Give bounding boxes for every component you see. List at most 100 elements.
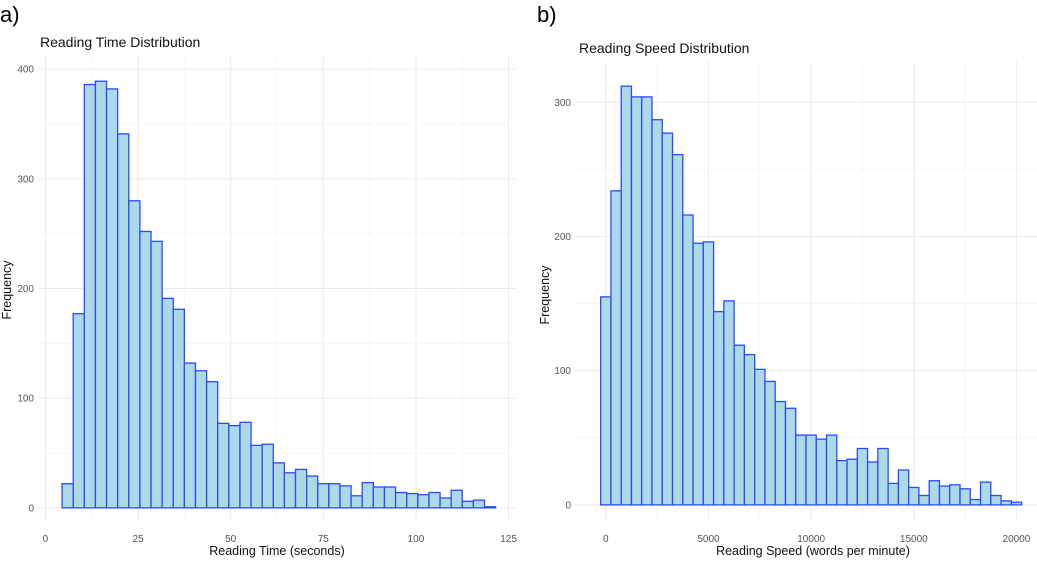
histogram-bar bbox=[795, 434, 807, 506]
histogram-bar bbox=[866, 461, 879, 506]
histogram-bar bbox=[461, 500, 475, 509]
panel-label-a: a) bbox=[0, 2, 20, 27]
histogram-bar bbox=[383, 486, 397, 509]
x-tick-labels: 0 25 50 75 100 125 bbox=[43, 534, 518, 545]
histogram-bar bbox=[836, 459, 848, 506]
chart-title-reading-time: Reading Time Distribution bbox=[40, 34, 200, 50]
histogram-bar bbox=[774, 400, 787, 506]
histogram-bar bbox=[702, 241, 715, 506]
y-tick-label: 300 bbox=[17, 174, 34, 185]
histogram-bar bbox=[150, 240, 163, 509]
histogram-bar bbox=[261, 443, 274, 509]
y-axis-label: Frequency bbox=[0, 260, 14, 320]
histogram-bar bbox=[328, 483, 341, 509]
histogram-bar bbox=[317, 483, 330, 509]
histogram-bar bbox=[897, 469, 910, 506]
histogram-bar bbox=[918, 494, 930, 506]
histogram-bar bbox=[620, 85, 633, 506]
histogram-bar bbox=[959, 488, 971, 506]
histogram-bar bbox=[661, 132, 674, 506]
histogram-bar bbox=[743, 353, 756, 506]
y-tick-label: 100 bbox=[554, 366, 571, 377]
y-tick-label: 200 bbox=[17, 284, 34, 295]
histogram-bar bbox=[784, 407, 797, 506]
histogram-bar bbox=[682, 214, 694, 506]
x-tick-label: 100 bbox=[408, 534, 425, 545]
x-tick-label: 125 bbox=[500, 534, 517, 545]
histogram-bar bbox=[928, 480, 941, 506]
y-tick-label: 0 bbox=[28, 503, 34, 514]
histogram-bar bbox=[815, 438, 828, 506]
histogram-bar bbox=[283, 472, 297, 509]
histogram-bar bbox=[217, 422, 230, 509]
x-tick-label: 20000 bbox=[1003, 534, 1031, 545]
histogram-bar bbox=[228, 424, 241, 509]
panel-reading-speed: b) Reading Speed Distribution 0 5000 10000… bbox=[537, 2, 1037, 558]
histogram-bar bbox=[825, 434, 838, 506]
chart-title-reading-speed: Reading Speed Distribution bbox=[579, 40, 749, 56]
histogram-bar bbox=[294, 468, 308, 509]
histogram-bar bbox=[723, 300, 735, 506]
histogram-bar bbox=[610, 190, 622, 506]
x-tick-label: 25 bbox=[132, 534, 144, 545]
y-axis-label: Frequency bbox=[538, 265, 552, 325]
histogram-bar bbox=[1010, 501, 1023, 506]
histogram-bar bbox=[239, 421, 252, 509]
histogram-bar bbox=[733, 344, 746, 506]
x-tick-label: 15000 bbox=[900, 534, 928, 545]
x-tick-label: 75 bbox=[318, 534, 330, 545]
histogram-bar bbox=[483, 506, 497, 509]
x-tick-label: 50 bbox=[225, 534, 237, 545]
histogram-bar bbox=[183, 362, 197, 509]
histogram-bar bbox=[908, 486, 920, 506]
x-axis-label: Reading Speed (words per minute) bbox=[716, 544, 910, 558]
y-tick-label: 200 bbox=[554, 232, 571, 243]
histogram-bar bbox=[172, 308, 186, 509]
histogram-bar bbox=[361, 481, 374, 509]
histogram-bar bbox=[630, 96, 643, 506]
histogram-bar bbox=[472, 499, 486, 509]
x-axis-label: Reading Time (seconds) bbox=[209, 544, 344, 558]
histogram-bar bbox=[372, 486, 386, 509]
histogram-bar bbox=[877, 447, 889, 506]
histogram-bar bbox=[339, 485, 352, 509]
histogram-bar bbox=[651, 119, 663, 506]
histogram-bar bbox=[139, 230, 152, 509]
histogram-bar bbox=[394, 491, 408, 509]
panel-reading-time: a) Reading Time Distribution 0 25 50 75 100 1… bbox=[0, 2, 517, 558]
histogram-bar bbox=[1000, 500, 1012, 506]
histogram-bar bbox=[805, 434, 817, 506]
histogram-bar bbox=[846, 458, 858, 506]
x-tick-label: 0 bbox=[603, 534, 609, 545]
histogram-bar bbox=[692, 242, 704, 506]
x-tick-label: 5000 bbox=[697, 534, 720, 545]
histogram-bar bbox=[83, 83, 97, 509]
y-tick-labels: 0 100 200 300 bbox=[554, 98, 571, 512]
y-tick-label: 100 bbox=[17, 394, 34, 405]
x-tick-label: 10000 bbox=[797, 534, 825, 545]
y-tick-label: 400 bbox=[17, 65, 34, 76]
histogram-bar bbox=[764, 380, 776, 506]
histogram-bar bbox=[128, 200, 141, 509]
histogram-bar bbox=[194, 370, 208, 509]
histogram-bar bbox=[117, 133, 130, 509]
histogram-bar bbox=[600, 296, 612, 506]
histogram-bar bbox=[417, 494, 430, 509]
histogram-bar bbox=[887, 482, 900, 506]
histogram-bar bbox=[856, 447, 869, 506]
histogram-bar bbox=[406, 492, 419, 509]
histogram-bar bbox=[641, 96, 653, 506]
histogram-bar bbox=[754, 368, 766, 506]
histogram-bar bbox=[61, 483, 74, 509]
histogram-bar bbox=[979, 481, 992, 506]
histogram-bar bbox=[938, 485, 951, 506]
histogram-bar bbox=[712, 310, 725, 506]
x-tick-labels: 0 5000 10000 15000 20000 bbox=[603, 534, 1031, 545]
panel-label-b: b) bbox=[537, 2, 557, 27]
histogram-bar bbox=[671, 153, 684, 506]
y-tick-label: 300 bbox=[554, 98, 571, 109]
histogram-bar bbox=[94, 80, 108, 509]
histogram-bar bbox=[350, 495, 363, 509]
y-tick-labels: 0 100 200 300 400 bbox=[17, 65, 34, 515]
